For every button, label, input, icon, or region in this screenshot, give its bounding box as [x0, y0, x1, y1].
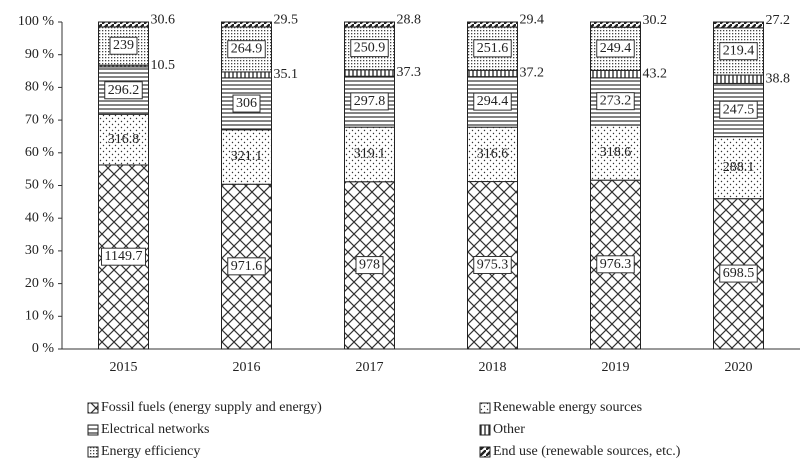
y-tick-label: 0 % [32, 341, 55, 356]
label-box [101, 247, 146, 266]
legend-swatch [87, 402, 99, 414]
y-tick-label: 10 % [25, 309, 55, 324]
data-label: 249.4 [600, 41, 632, 56]
data-label: 35.1 [274, 67, 299, 82]
data-label: 28.8 [397, 13, 422, 28]
x-tick-label: 2019 [602, 360, 630, 375]
legend-swatch [87, 446, 99, 458]
data-label: 316.6 [477, 147, 509, 162]
y-tick-label: 30 % [25, 243, 55, 258]
label-box [350, 92, 389, 111]
bar-segment [467, 21, 518, 28]
data-label: 294.4 [477, 94, 509, 109]
data-label: 306 [236, 96, 257, 111]
label-box [227, 40, 266, 59]
label-box [719, 100, 758, 119]
data-label: 30.6 [151, 13, 176, 28]
label-box [227, 257, 266, 276]
y-tick-label: 20 % [25, 276, 55, 291]
y-tick-label: 50 % [25, 178, 55, 193]
x-tick-label: 2015 [110, 360, 138, 375]
data-label: 29.5 [274, 13, 299, 28]
bar-segment [590, 124, 641, 181]
label-box [350, 39, 389, 58]
legend-label: Renewable energy sources [493, 400, 642, 415]
y-tick-label: 40 % [25, 210, 55, 225]
legend-swatch [479, 446, 491, 458]
label-box [719, 264, 758, 283]
data-label: 976.3 [600, 257, 632, 272]
data-label: 38.8 [766, 71, 791, 86]
label-box [232, 94, 261, 113]
bar-segment [344, 21, 395, 28]
data-label: 219.4 [723, 44, 755, 59]
data-label: 239 [113, 38, 134, 53]
bar-segment [590, 21, 641, 28]
data-label: 971.6 [231, 259, 263, 274]
data-label: 1149.7 [105, 249, 143, 264]
bar-segment [713, 21, 764, 29]
bar-segment [713, 74, 764, 84]
legend-swatch [87, 424, 99, 436]
label-box [473, 92, 512, 111]
data-label: 37.3 [397, 65, 422, 80]
legend-swatch [479, 424, 491, 436]
data-label: 975.3 [477, 257, 509, 272]
x-tick-label: 2018 [479, 360, 507, 375]
bar-segment [221, 71, 272, 79]
label-box [104, 81, 143, 100]
x-tick-label: 2020 [725, 360, 753, 375]
data-label: 288.1 [723, 160, 755, 175]
legend-label: Energy efficiency [101, 444, 200, 458]
label-box [596, 255, 635, 274]
legend-swatch [479, 402, 491, 414]
label-box [109, 36, 138, 55]
label-box [355, 256, 384, 275]
data-label: 43.2 [643, 66, 668, 81]
label-box [596, 39, 635, 58]
bar-segment [221, 21, 272, 28]
data-label: 250.9 [354, 41, 386, 56]
label-box [473, 39, 512, 58]
label-box [596, 92, 635, 111]
data-label: 37.2 [520, 66, 545, 81]
bar-segment [590, 69, 641, 79]
data-label: 978 [359, 258, 380, 273]
data-label: 251.6 [477, 41, 509, 56]
legend-label: Other [493, 422, 525, 437]
y-tick-label: 70 % [25, 112, 55, 127]
y-tick-label: 80 % [25, 80, 55, 95]
data-label: 698.5 [723, 266, 755, 281]
data-label: 273.2 [600, 94, 632, 109]
x-tick-label: 2016 [233, 360, 261, 375]
bar-segment [221, 129, 272, 185]
data-label: 296.2 [108, 83, 140, 98]
bar-segment [344, 69, 395, 77]
data-label: 247.5 [723, 102, 755, 117]
data-label: 297.8 [354, 94, 386, 109]
label-box [473, 255, 512, 274]
data-label: 27.2 [766, 13, 791, 28]
data-label: 319.1 [354, 147, 386, 162]
bar-segment [467, 126, 518, 183]
data-label: 321.1 [231, 149, 263, 164]
y-tick-label: 60 % [25, 145, 55, 160]
legend-label: Electrical networks [101, 422, 209, 437]
bar-segment [98, 21, 149, 28]
bar-segment [467, 69, 518, 78]
data-label: 264.9 [231, 42, 263, 57]
legend-label: End use (renewable sources, etc.) [493, 444, 681, 458]
data-label: 29.4 [520, 13, 545, 28]
data-label: 10.5 [151, 58, 176, 73]
data-label: 30.2 [643, 13, 668, 28]
data-label: 316.8 [108, 132, 140, 147]
data-label: 318.6 [600, 145, 632, 160]
x-tick-label: 2017 [356, 360, 384, 375]
label-box [719, 42, 758, 61]
legend-label: Fossil fuels (energy supply and energy) [101, 400, 322, 415]
bar-segment [98, 113, 149, 166]
y-tick-label: 100 % [18, 14, 55, 29]
y-tick-label: 90 % [25, 47, 55, 62]
